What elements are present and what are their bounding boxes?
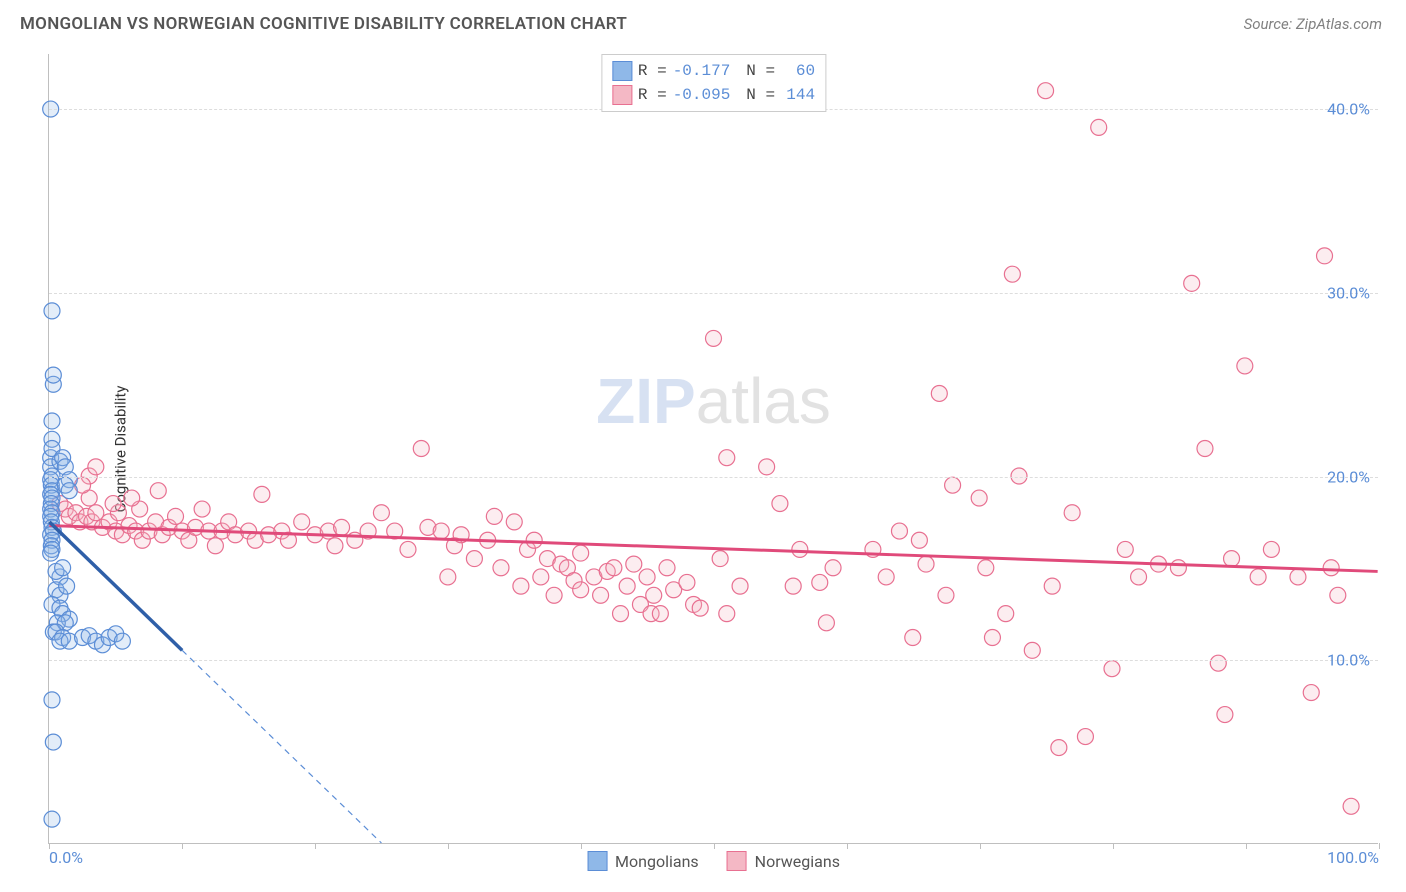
x-tick	[1379, 843, 1380, 849]
x-tick	[448, 843, 449, 849]
gridline	[49, 477, 1378, 478]
legend-item-mongolians: Mongolians	[587, 851, 699, 871]
legend-n-value-1: 60	[781, 59, 815, 83]
y-tick-label: 10.0%	[1327, 651, 1370, 670]
source-attribution: Source: ZipAtlas.com	[1244, 15, 1382, 33]
y-tick-label: 30.0%	[1327, 283, 1370, 302]
swatch-mongolians	[612, 61, 632, 81]
x-tick	[714, 843, 715, 849]
legend-row-norwegians: R = -0.095 N = 144	[612, 83, 815, 107]
legend-r-value-2: -0.095	[673, 83, 731, 107]
y-tick-label: 20.0%	[1327, 467, 1370, 486]
x-tick	[182, 843, 183, 849]
series-legend: Mongolians Norwegians	[587, 851, 840, 871]
legend-r-value-1: -0.177	[673, 59, 731, 83]
scatter-svg	[49, 54, 1378, 843]
legend-n-value-2: 144	[781, 83, 815, 107]
legend-row-mongolians: R = -0.177 N = 60	[612, 59, 815, 83]
x-tick	[1246, 843, 1247, 849]
legend-n-label-2: N =	[746, 83, 775, 107]
legend-r-label-2: R =	[638, 83, 667, 107]
swatch-mongolians-bottom	[587, 851, 607, 871]
legend-item-norwegians: Norwegians	[727, 851, 840, 871]
legend-r-label-1: R =	[638, 59, 667, 83]
x-tick	[581, 843, 582, 849]
gridline	[49, 660, 1378, 661]
correlation-legend: R = -0.177 N = 60 R = -0.095 N = 144	[601, 54, 826, 112]
gridline	[49, 293, 1378, 294]
chart-header: MONGOLIAN VS NORWEGIAN COGNITIVE DISABIL…	[0, 0, 1406, 40]
swatch-norwegians	[612, 85, 632, 105]
y-tick-label: 40.0%	[1327, 100, 1370, 119]
chart-title: MONGOLIAN VS NORWEGIAN COGNITIVE DISABIL…	[20, 14, 627, 34]
swatch-norwegians-bottom	[727, 851, 747, 871]
x-tick	[315, 843, 316, 849]
legend-label-mongolians: Mongolians	[615, 852, 699, 871]
chart-plot-area: Cognitive Disability ZIPatlas R = -0.177…	[48, 54, 1378, 844]
x-tick	[980, 843, 981, 849]
legend-n-label-1: N =	[746, 59, 775, 83]
legend-label-norwegians: Norwegians	[755, 852, 840, 871]
x-tick-label: 100.0%	[1327, 848, 1379, 867]
x-tick-label: 0.0%	[49, 848, 83, 867]
x-tick	[1113, 843, 1114, 849]
x-tick	[847, 843, 848, 849]
